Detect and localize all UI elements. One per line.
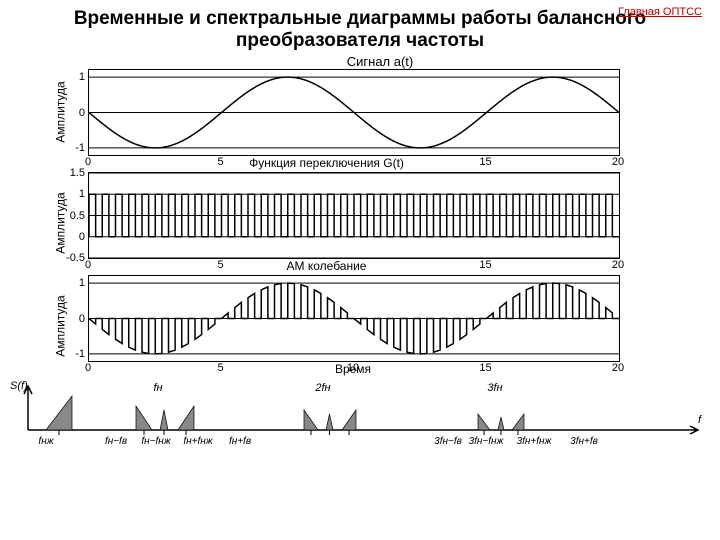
chart2-plot: -0.500.511.5	[88, 172, 620, 259]
chart1-plot: -101	[88, 69, 620, 156]
spectrum-diagram: S(f) f fн 2fн 3fн fнж fн−fв fн−fнж fн+fнж fн+fв 3f…	[8, 380, 712, 460]
header-link[interactable]: Главная ОПТСС	[618, 6, 702, 18]
ytick: 0	[61, 313, 85, 325]
xtick: 20	[612, 156, 624, 168]
chart1-title: Сигнал a(t)	[88, 54, 672, 69]
ytick: 0.5	[61, 210, 85, 222]
spectrum-bottom-label: fн+fнж	[183, 436, 212, 447]
chart3-plot: -101	[88, 275, 620, 362]
chart2-xticks: 0 5 15 20 АМ колебание	[88, 259, 672, 273]
ytick: 1.5	[61, 167, 85, 179]
ytick: 0	[61, 107, 85, 119]
xtick: 20	[612, 362, 624, 374]
spectrum-bottom-label: 3fн−fнж	[469, 436, 504, 447]
x-axis-title: Функция переключения G(t)	[249, 156, 404, 170]
ytick: 1	[61, 71, 85, 83]
xtick: 5	[217, 362, 223, 374]
ytick: 1	[61, 277, 85, 289]
spectrum-bottom-label: fн−fв	[105, 436, 127, 447]
ytick: -1	[61, 142, 85, 154]
chart2-ylabel: Амплитуда	[54, 192, 68, 253]
spectrum-bottom-label: fн−fнж	[141, 436, 170, 447]
xtick: 15	[479, 362, 491, 374]
spectrum-bottom-label: 3fн−fв	[434, 436, 462, 447]
xtick: 0	[85, 156, 91, 168]
spectrum-top-label: 3fн	[487, 382, 502, 394]
f-label: f	[698, 414, 701, 426]
sf-label: S(f)	[10, 380, 28, 392]
xtick: 15	[479, 259, 491, 271]
chart1-xticks: 0 5 15 20 Функция переключения G(t)	[88, 156, 672, 170]
ytick: 1	[61, 188, 85, 200]
xtick: 5	[217, 156, 223, 168]
charts-container: Сигнал a(t) Амплитуда -101 051520Функция…	[88, 54, 672, 376]
chart-switching: Амплитуда -0.500.511.5 051520АМ колебани…	[88, 172, 672, 273]
xtick: 5	[217, 259, 223, 271]
spectrum-top-label: fн	[153, 382, 162, 394]
chart3-xticks: 05101520Время	[88, 362, 672, 376]
spectrum-bottom-label: fнж	[38, 436, 53, 447]
chart-am: Амплитуда -101 05101520Время	[88, 275, 672, 376]
ytick: 0	[61, 231, 85, 243]
spectrum-bottom-label: 3fн+fв	[570, 436, 598, 447]
chart-signal: Сигнал a(t) Амплитуда -101 051520Функция…	[88, 54, 672, 170]
spectrum-bottom-label: fн+fв	[229, 436, 251, 447]
ytick: -1	[61, 348, 85, 360]
x-axis-title: Время	[335, 362, 371, 376]
xtick: 15	[479, 156, 491, 168]
page-title: Временные и спектральные диаграммы работ…	[8, 8, 712, 52]
xtick: 0	[85, 362, 91, 374]
xtick: 0	[85, 259, 91, 271]
spectrum-top-label: 2fн	[315, 382, 330, 394]
x-axis-title: АМ колебание	[287, 259, 367, 273]
ytick: -0.5	[61, 252, 85, 264]
xtick: 20	[612, 259, 624, 271]
spectrum-bottom-label: 3fн+fнж	[517, 436, 552, 447]
